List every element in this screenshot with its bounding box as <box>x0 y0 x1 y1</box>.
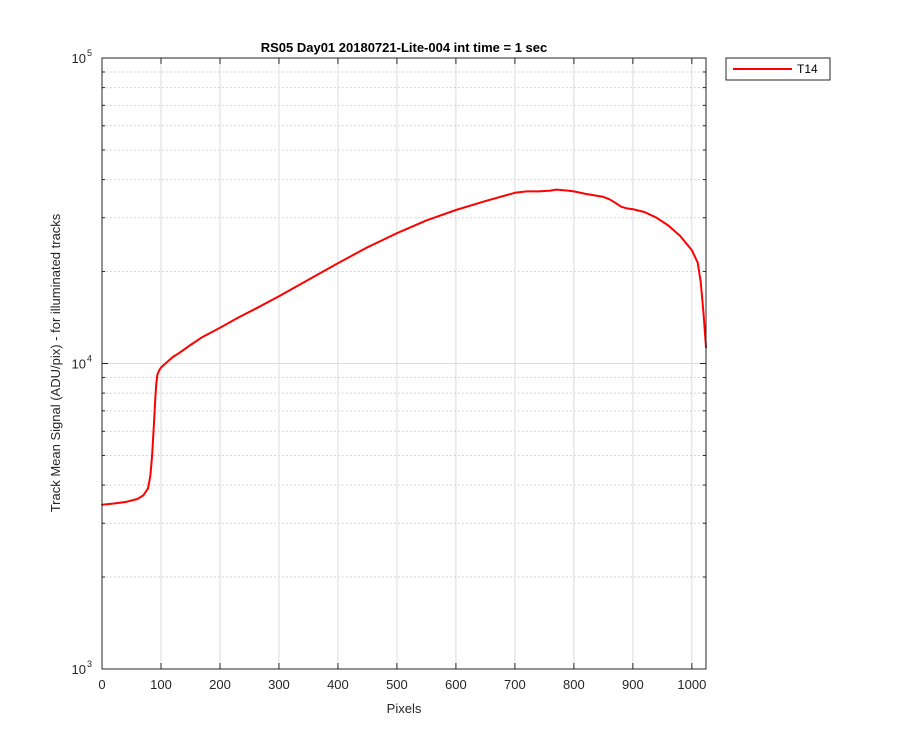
x-tick-label: 500 <box>386 677 408 692</box>
x-tick-label: 400 <box>327 677 349 692</box>
y-tick-label: 10 <box>72 51 86 66</box>
x-tick-label: 200 <box>209 677 231 692</box>
series-line-t14 <box>101 188 707 506</box>
tick-marks <box>101 57 706 670</box>
y-tick-exponent: 4 <box>87 354 92 364</box>
chart-title: RS05 Day01 20180721-Lite-004 int time = … <box>261 40 548 55</box>
series-layer <box>101 188 707 506</box>
x-tick-label: 600 <box>445 677 467 692</box>
y-tick-label: 10 <box>72 357 86 372</box>
x-tick-label: 800 <box>563 677 585 692</box>
x-tick-label: 0 <box>98 677 105 692</box>
legend-label-t14: T14 <box>797 62 818 76</box>
x-tick-label: 900 <box>622 677 644 692</box>
y-tick-label: 10 <box>72 662 86 677</box>
x-tick-label: 300 <box>268 677 290 692</box>
x-tick-label: 700 <box>504 677 526 692</box>
y-tick-exponent: 5 <box>87 48 92 58</box>
legend: T14 <box>725 57 831 81</box>
x-tick-labels: 0 100 200 300 400 500 600 700 800 900 1000 <box>98 677 706 692</box>
x-axis-label: Pixels <box>387 701 422 716</box>
y-axis-label: Track Mean Signal (ADU/pix) - for illumi… <box>48 213 63 512</box>
x-tick-label: 1000 <box>677 677 706 692</box>
y-tick-exponent: 3 <box>87 659 92 669</box>
x-tick-label: 100 <box>150 677 172 692</box>
